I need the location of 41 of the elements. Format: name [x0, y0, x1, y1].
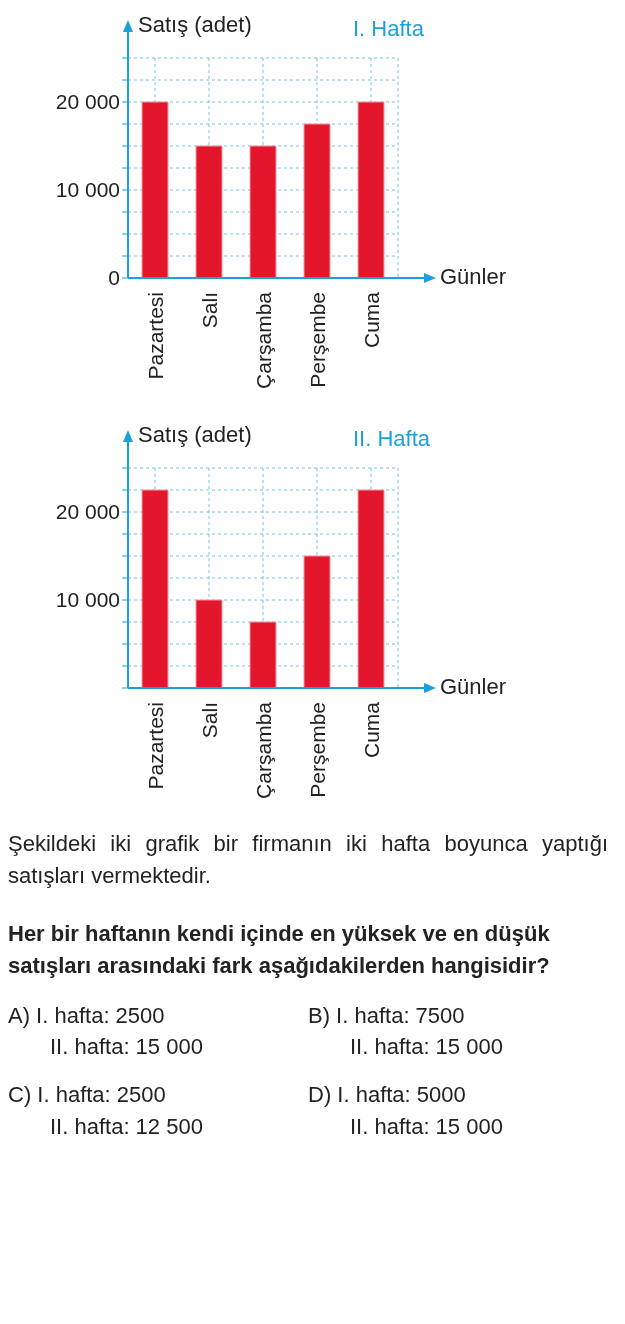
- y-tick-label: 0: [108, 266, 120, 290]
- x-tick-label: Çarşamba: [251, 701, 275, 799]
- bar: [249, 621, 277, 688]
- bar: [141, 101, 169, 278]
- text: II. hafta: 12 500: [49, 1113, 204, 1142]
- x-tick-label: Çarşamba: [251, 291, 275, 389]
- text: II. hafta: 15 000: [349, 1033, 504, 1062]
- y-axis-title: Satış (adet): [138, 12, 252, 38]
- bar: [357, 101, 385, 278]
- bar: [195, 599, 223, 688]
- chart-title: II. Hafta: [353, 426, 431, 452]
- x-axis-title: Günler: [440, 674, 507, 700]
- x-tick-label: Perşembe: [305, 702, 329, 798]
- text: Her bir haftanın kendi içinde en yüksek ve en düşük satışları arasındaki fark aşağıdakilerden hangisidir?: [8, 919, 551, 980]
- bar: [303, 123, 331, 278]
- text: II. hafta: 15 000: [49, 1033, 204, 1062]
- x-tick-label: Pazartesi: [143, 702, 167, 790]
- bar: [303, 555, 331, 688]
- bar: [141, 489, 169, 688]
- bar: [249, 145, 277, 278]
- bar: [357, 489, 385, 688]
- bar: [195, 145, 223, 278]
- x-tick-label: Cuma: [359, 701, 383, 759]
- text: C) I. hafta: 2500: [8, 1081, 167, 1110]
- y-tick-label: 10 000: [55, 178, 120, 202]
- y-tick-label: 20 000: [55, 500, 120, 524]
- x-tick-label: Perşembe: [305, 292, 329, 388]
- text: Şekildeki iki grafik bir firmanın iki hafta boyunca yaptığı satışları vermektedir.: [8, 830, 608, 890]
- text: D) I. hafta: 5000: [308, 1081, 467, 1110]
- x-axis-title: Günler: [440, 264, 507, 290]
- x-tick-label: Salı: [197, 702, 221, 739]
- chart-title: I. Hafta: [353, 16, 424, 42]
- y-tick-label: 20 000: [55, 90, 120, 114]
- x-tick-label: Cuma: [359, 291, 383, 349]
- y-axis-title: Satış (adet): [138, 422, 252, 448]
- text: A) I. hafta: 2500: [8, 1001, 166, 1030]
- text: B) I. hafta: 7500: [308, 1001, 466, 1030]
- x-tick-label: Pazartesi: [143, 292, 167, 380]
- text: II. hafta: 15 000: [349, 1113, 504, 1142]
- x-tick-label: Salı: [197, 292, 221, 329]
- y-tick-label: 10 000: [55, 588, 120, 612]
